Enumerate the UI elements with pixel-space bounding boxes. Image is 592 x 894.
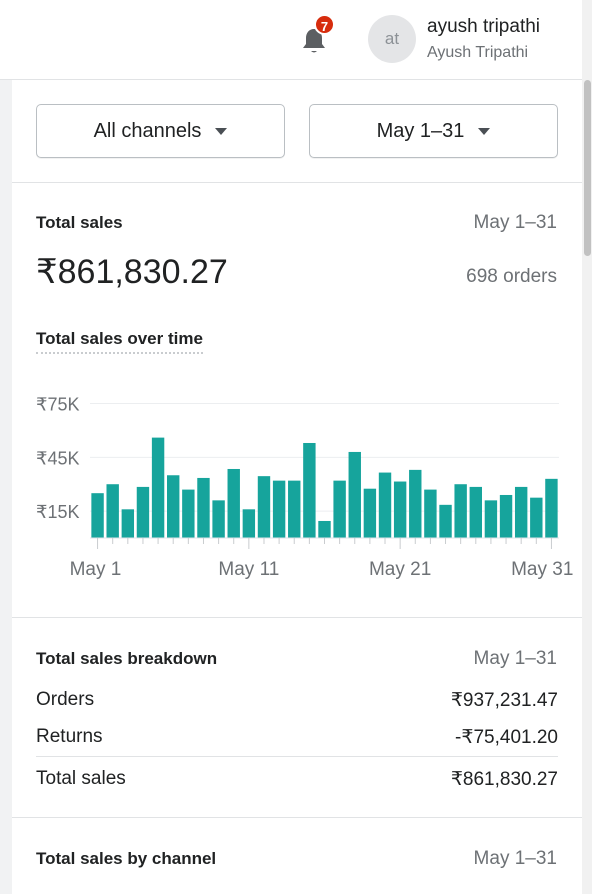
sales-bar[interactable]: [106, 484, 119, 538]
sales-bar[interactable]: [121, 509, 135, 538]
scrollbar-thumb[interactable]: [584, 80, 591, 256]
sales-bar[interactable]: [303, 442, 316, 538]
total-sales-date: May 1–31: [473, 212, 557, 233]
chart-title[interactable]: Total sales over time: [36, 329, 203, 354]
breakdown-divider: [36, 756, 558, 757]
orders-count: 698 orders: [466, 266, 557, 287]
sales-bar-chart: ₹75K ₹45K ₹15K May 1 May 11 May 21 May 31: [36, 395, 573, 580]
sales-by-channel-date: May 1–31: [473, 848, 557, 869]
breakdown-date: May 1–31: [473, 648, 557, 669]
y-tick-label: ₹45K: [36, 448, 79, 468]
breakdown-value: ₹861,830.27: [450, 769, 558, 790]
breakdown-label: Returns: [36, 726, 103, 747]
sales-bar[interactable]: [182, 489, 195, 538]
sales-bar[interactable]: [484, 500, 498, 538]
breakdown-title: Total sales breakdown: [36, 649, 218, 668]
y-tick-label: ₹75K: [36, 395, 79, 415]
x-tick-label: May 11: [218, 559, 279, 580]
channel-filter-label: All channels: [93, 119, 202, 142]
x-tick-label: May 21: [369, 559, 431, 580]
breakdown-label: Orders: [36, 689, 95, 710]
breakdown-value: -₹75,401.20: [455, 727, 558, 748]
y-tick-label: ₹15K: [36, 502, 79, 522]
scrollbar-track[interactable]: [582, 0, 592, 894]
sales-bar[interactable]: [272, 480, 286, 538]
sales-bar[interactable]: [409, 469, 422, 538]
sales-bar[interactable]: [257, 476, 271, 538]
total-sales-value: ₹861,830.27: [36, 253, 228, 291]
date-range-dropdown[interactable]: May 1–31: [309, 104, 558, 158]
sales-bar[interactable]: [288, 480, 301, 538]
sales-bar[interactable]: [197, 477, 210, 538]
sales-bar[interactable]: [167, 475, 180, 538]
breakdown-row-returns: Returns -₹75,401.20: [36, 726, 558, 749]
breakdown-row-orders: Orders ₹937,231.47: [36, 689, 558, 712]
sales-bar[interactable]: [136, 486, 150, 538]
total-sales-title: Total sales: [36, 213, 123, 232]
sales-bar[interactable]: [348, 451, 361, 538]
breakdown-value: ₹937,231.47: [450, 690, 558, 711]
sales-bar[interactable]: [318, 520, 331, 538]
sales-bar[interactable]: [363, 488, 377, 538]
sales-bar[interactable]: [333, 480, 346, 538]
sales-bar[interactable]: [469, 486, 482, 538]
breakdown-label: Total sales: [36, 768, 126, 789]
sales-bar[interactable]: [530, 497, 543, 538]
avatar[interactable]: at: [368, 15, 416, 63]
sales-bar[interactable]: [151, 437, 165, 538]
caret-down-icon: [478, 127, 491, 135]
sales-bar[interactable]: [499, 494, 513, 538]
sales-bar[interactable]: [454, 484, 467, 538]
user-name[interactable]: ayush tripathi: [427, 16, 541, 37]
sales-bar[interactable]: [545, 478, 558, 538]
sales-bar[interactable]: [91, 493, 104, 538]
caret-down-icon: [215, 127, 228, 135]
sales-bar[interactable]: [378, 472, 392, 538]
sales-bar[interactable]: [227, 468, 240, 538]
x-tick-label: May 31: [511, 559, 573, 580]
sales-by-channel-title: Total sales by channel: [36, 849, 217, 868]
date-range-label: May 1–31: [376, 119, 465, 142]
divider: [12, 817, 582, 818]
breakdown-row-total: Total sales ₹861,830.27: [36, 768, 558, 791]
store-name: Ayush Tripathi: [427, 44, 529, 61]
notifications-count-badge: 7: [314, 14, 335, 35]
sales-bar[interactable]: [212, 500, 225, 538]
sales-bar[interactable]: [424, 489, 437, 538]
x-tick-label: May 1: [70, 559, 122, 580]
sales-bar[interactable]: [393, 481, 407, 538]
divider: [12, 617, 582, 618]
divider: [12, 182, 582, 183]
sales-bar[interactable]: [242, 509, 256, 538]
sales-bar[interactable]: [439, 504, 452, 538]
sales-bar[interactable]: [514, 486, 528, 538]
channel-filter-dropdown[interactable]: All channels: [36, 104, 285, 158]
top-bar: [0, 0, 582, 80]
